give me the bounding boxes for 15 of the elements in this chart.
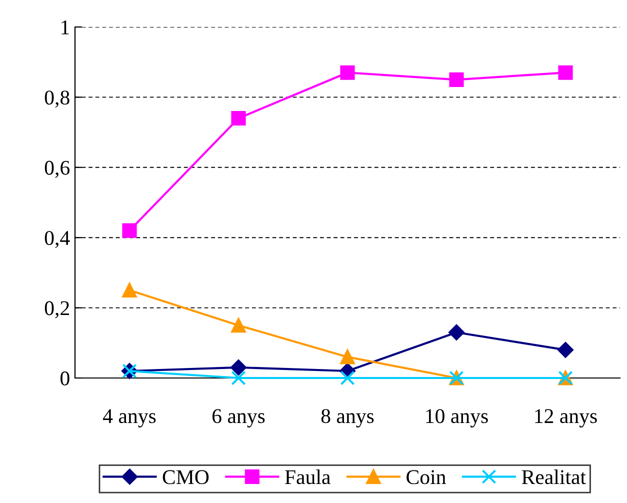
x-tick-label: 10 anys [426,409,488,428]
y-tick-label: 1 [62,20,69,34]
y-tick-label: 0,4 [44,230,70,248]
y-tick-label: 0,8 [44,90,70,108]
legend-label: Coin [406,470,446,484]
x-tick-label: 4 anys [103,409,156,428]
x-tick-label: 8 anys [321,409,374,428]
y-tick-label: 0,6 [44,160,70,178]
legend-label: Realitat [522,470,586,484]
x-tick-label: 12 anys [535,409,597,428]
y-tick-label: 0 [60,371,70,386]
y-tick-label: 0,2 [44,301,69,318]
x-tick-label: 6 anys [212,409,265,428]
legend-label: CMO [162,470,209,484]
legend-label: Faula [285,470,330,484]
